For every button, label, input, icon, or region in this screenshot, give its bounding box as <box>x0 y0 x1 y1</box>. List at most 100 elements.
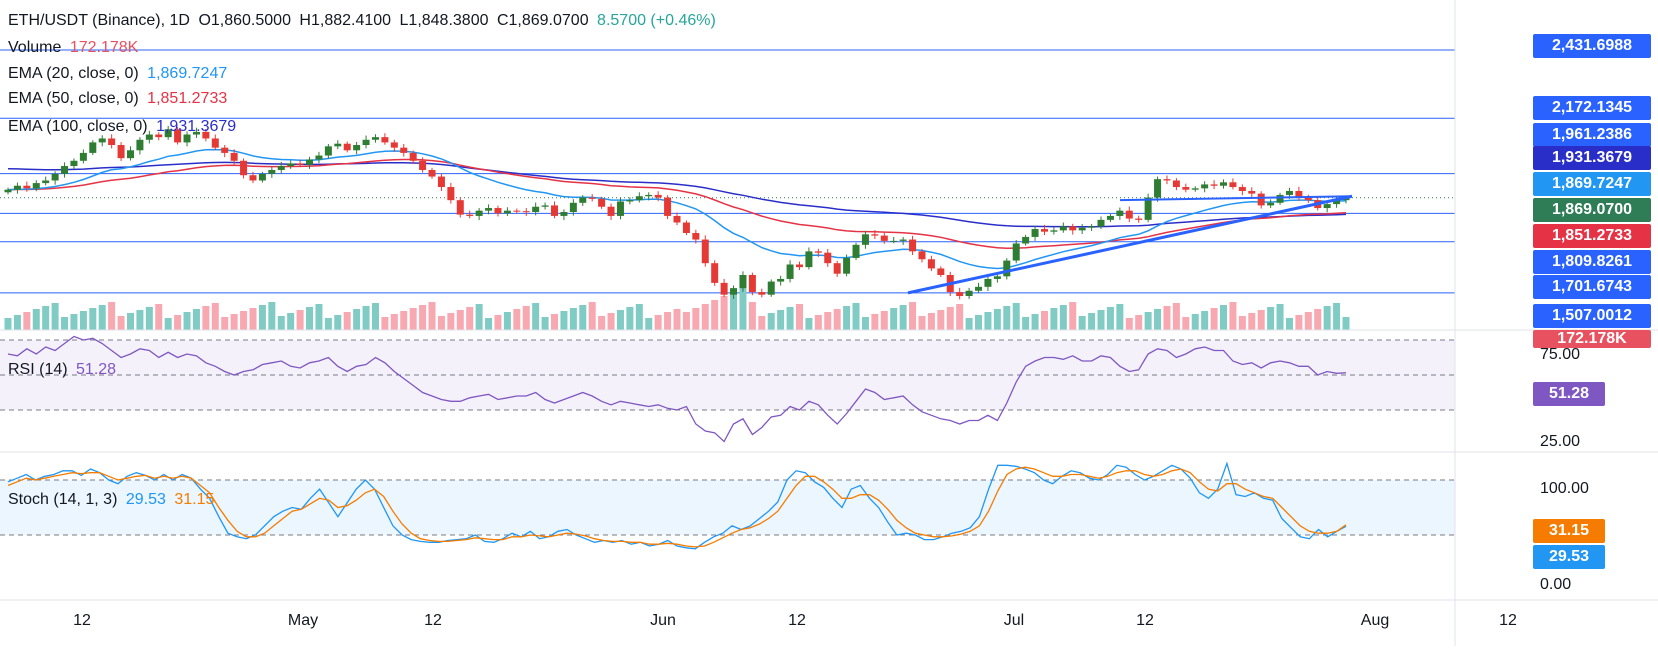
x-tick-may: May <box>287 612 319 629</box>
volume-bar <box>362 306 370 330</box>
volume-bar <box>843 306 851 330</box>
ema50-legend[interactable]: EMA (50, close, 0) 1,851.2733 <box>8 90 231 108</box>
candle-body <box>362 139 370 146</box>
candle-body <box>843 257 851 274</box>
candle-body <box>42 180 50 184</box>
volume-bar <box>814 315 822 330</box>
volume-legend[interactable]: Volume 172.178K <box>8 39 142 57</box>
candle-body <box>767 281 775 295</box>
rsi-band <box>0 340 1455 410</box>
volume-bar <box>79 311 87 330</box>
candle-body <box>503 210 511 214</box>
candle-body <box>306 159 314 165</box>
ohlc-header: ETH/USDT (Binance), 1D O1,860.5000 H1,88… <box>8 12 720 30</box>
candle-body <box>833 263 841 274</box>
volume-bar <box>777 310 785 330</box>
candle-body <box>918 251 926 260</box>
candle-body <box>1285 190 1293 195</box>
candle-body <box>89 142 97 153</box>
volume-bar <box>513 309 521 330</box>
candle-body <box>814 251 822 253</box>
candle-body <box>1267 202 1275 206</box>
candle-body <box>937 268 945 276</box>
rsi-legend-label: RSI (14) <box>8 361 68 378</box>
candle-body <box>711 263 719 283</box>
candle-body <box>428 169 436 177</box>
candle-body <box>249 175 257 181</box>
volume-bar <box>108 302 116 330</box>
ema20-legend-label: EMA (20, close, 0) <box>8 65 139 82</box>
rsi-value-tag: 51.28 <box>1533 382 1605 406</box>
volume-bar <box>89 308 97 330</box>
volume-bar <box>692 308 700 330</box>
volume-bar <box>1323 306 1331 330</box>
candle-body <box>616 201 624 216</box>
volume-bar <box>946 307 954 330</box>
volume-bar <box>1154 309 1162 330</box>
candle-body <box>551 205 559 216</box>
candle-body <box>400 147 408 153</box>
x-tick-aug: Aug <box>1360 612 1390 629</box>
x-tick-jul-12: 12 <box>1136 612 1154 629</box>
candle-body <box>1012 243 1020 261</box>
price-tag-1809: 1,809.8261 <box>1533 250 1651 274</box>
candle-body <box>598 198 606 207</box>
ema100-legend[interactable]: EMA (100, close, 0) 1,931.3679 <box>8 118 240 136</box>
candle-body <box>1050 230 1058 232</box>
volume-bar <box>1191 314 1199 330</box>
volume-bar <box>503 312 511 330</box>
x-tick-jun-12: 12 <box>788 612 806 629</box>
stoch-d-tag: 31.15 <box>1533 519 1605 543</box>
volume-bar <box>98 305 106 330</box>
volume-bar <box>437 316 445 330</box>
stoch-band <box>0 480 1455 535</box>
volume-bar <box>1116 304 1124 330</box>
ema20-legend[interactable]: EMA (20, close, 0) 1,869.7247 <box>8 65 231 83</box>
change-value: 8.5700 (+0.46%) <box>597 12 716 29</box>
volume-bar <box>1135 315 1143 330</box>
volume-bar <box>1040 311 1048 330</box>
close-value: C1,869.0700 <box>496 12 589 29</box>
candle-body <box>371 137 379 140</box>
volume-bar <box>428 302 436 330</box>
ema-lines <box>7 148 1347 270</box>
candle-body <box>786 264 794 279</box>
candle-body <box>541 205 549 207</box>
candle-body <box>1220 182 1228 186</box>
candle-body <box>701 239 709 264</box>
volume-bar <box>23 312 31 330</box>
stoch-legend[interactable]: Stoch (14, 1, 3) 29.53 31.15 <box>8 491 218 509</box>
candle-body <box>1276 194 1284 203</box>
volume-bar <box>909 302 917 330</box>
candle-body <box>1172 180 1180 188</box>
volume-bar <box>588 302 596 330</box>
rsi-axis-25: 25.00 <box>1540 433 1581 450</box>
volume-bar <box>494 315 502 330</box>
candle-body <box>466 214 474 216</box>
candle-body <box>965 290 973 297</box>
volume-bar <box>1059 305 1067 330</box>
volume-bar <box>1050 308 1058 330</box>
volume-bar <box>1172 303 1180 330</box>
volume-bar <box>984 312 992 330</box>
volume-bar <box>1144 312 1152 330</box>
volume-bar <box>268 302 276 330</box>
volume-bar <box>975 315 983 330</box>
ema100-legend-label: EMA (100, close, 0) <box>8 118 148 135</box>
candle-body <box>607 206 615 216</box>
volume-bar <box>654 315 662 330</box>
rsi-axis-75: 75.00 <box>1540 346 1581 363</box>
candle-body <box>1295 190 1303 198</box>
symbol-title: ETH/USDT (Binance), 1D <box>8 12 190 29</box>
rsi-legend[interactable]: RSI (14) 51.28 <box>8 361 120 379</box>
candle-body <box>1022 236 1030 244</box>
candle-body <box>1210 184 1218 186</box>
price-tag-ema100: 1,931.3679 <box>1533 146 1651 170</box>
volume-bar <box>315 304 323 330</box>
volume-bar <box>956 304 964 330</box>
candle-body <box>1163 179 1171 181</box>
candle-body <box>4 189 12 193</box>
candle-body <box>777 278 785 282</box>
volume-bar <box>192 309 200 330</box>
